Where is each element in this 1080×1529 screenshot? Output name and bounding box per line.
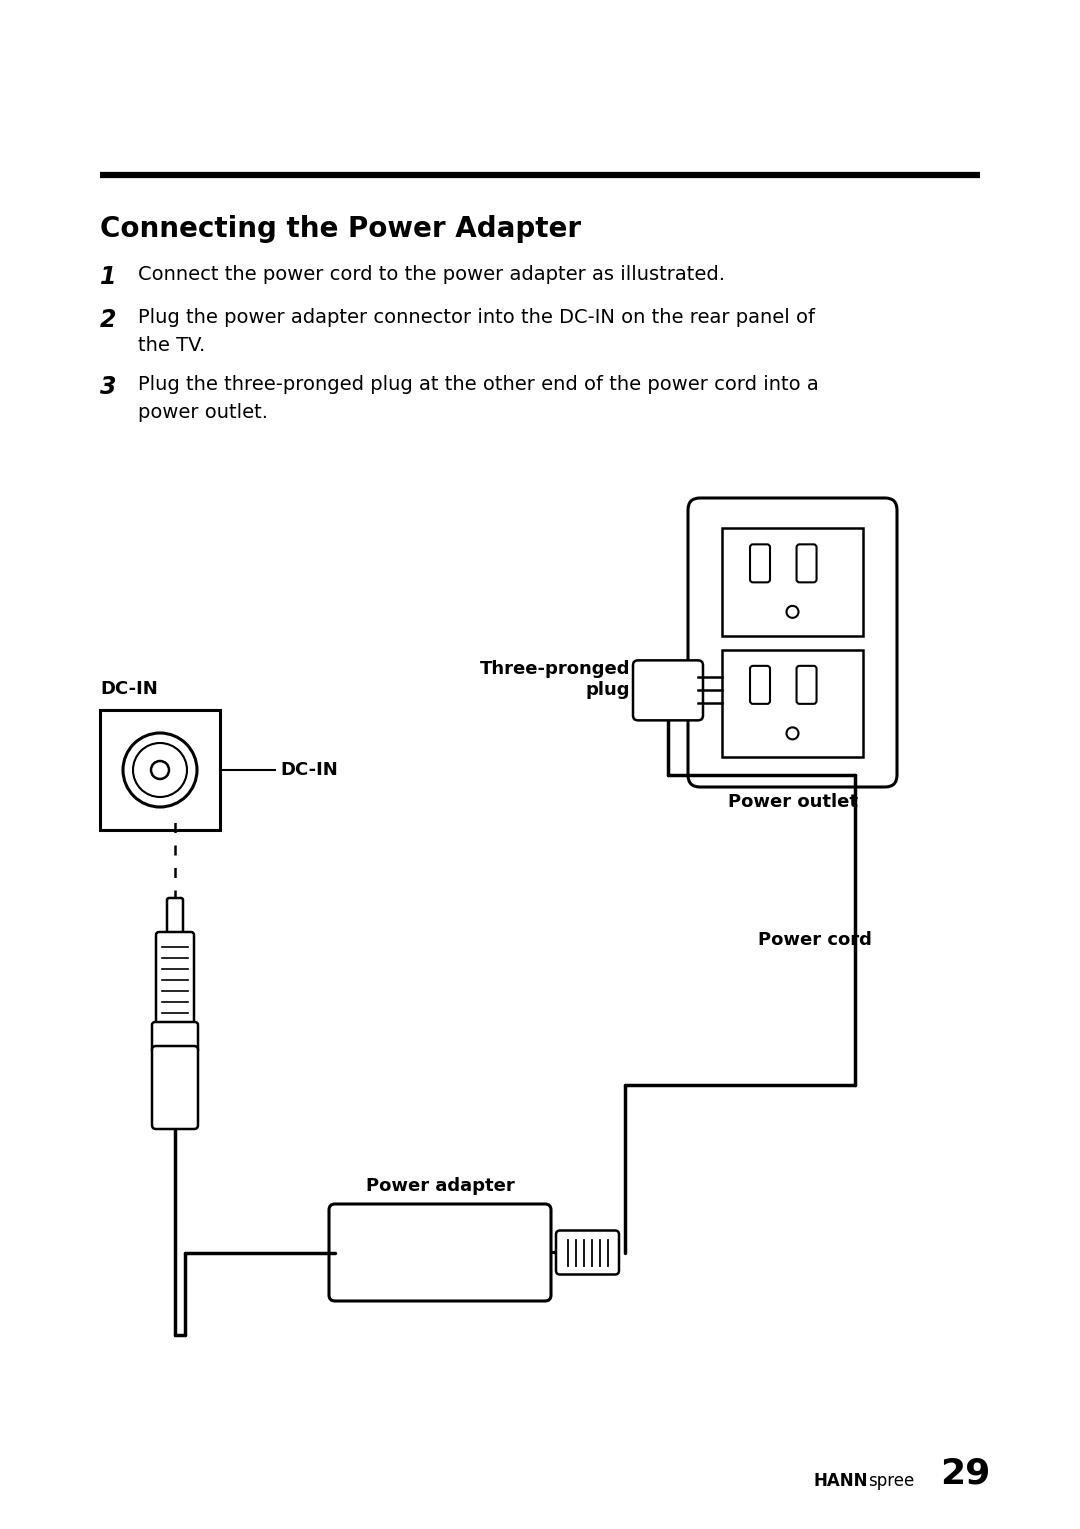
Text: Power adapter: Power adapter (366, 1177, 514, 1196)
Text: power outlet.: power outlet. (138, 404, 268, 422)
Text: HANN: HANN (813, 1472, 868, 1489)
Circle shape (786, 605, 798, 618)
Text: Plug the power adapter connector into the DC-IN on the rear panel of: Plug the power adapter connector into th… (138, 307, 815, 327)
FancyBboxPatch shape (797, 544, 816, 583)
Text: the TV.: the TV. (138, 336, 205, 355)
Text: Connecting the Power Adapter: Connecting the Power Adapter (100, 216, 581, 243)
FancyBboxPatch shape (156, 933, 194, 1027)
FancyBboxPatch shape (797, 665, 816, 703)
FancyBboxPatch shape (152, 1021, 198, 1053)
Circle shape (151, 761, 168, 778)
FancyBboxPatch shape (750, 665, 770, 703)
FancyBboxPatch shape (167, 898, 183, 937)
Bar (723, 650, 863, 757)
Text: DC-IN: DC-IN (280, 761, 338, 778)
FancyBboxPatch shape (750, 544, 770, 583)
Circle shape (123, 732, 197, 807)
Text: spree: spree (868, 1472, 915, 1489)
Text: Plug the three-pronged plug at the other end of the power cord into a: Plug the three-pronged plug at the other… (138, 375, 819, 394)
Text: Three-pronged
plug: Three-pronged plug (480, 661, 630, 699)
FancyBboxPatch shape (152, 1046, 198, 1128)
Circle shape (133, 743, 187, 797)
Bar (723, 528, 863, 636)
Text: 1: 1 (100, 265, 117, 289)
Text: 2: 2 (100, 307, 117, 332)
Circle shape (786, 728, 798, 740)
FancyBboxPatch shape (633, 661, 703, 720)
Text: Power outlet: Power outlet (728, 794, 858, 810)
FancyBboxPatch shape (688, 498, 897, 787)
Text: 29: 29 (940, 1456, 990, 1489)
Text: Connect the power cord to the power adapter as illustrated.: Connect the power cord to the power adap… (138, 265, 725, 284)
FancyBboxPatch shape (556, 1231, 619, 1275)
Bar (100, 709, 220, 830)
Text: DC-IN: DC-IN (100, 680, 158, 699)
FancyBboxPatch shape (329, 1203, 551, 1301)
Text: Power cord: Power cord (758, 931, 872, 950)
Text: 3: 3 (100, 375, 117, 399)
